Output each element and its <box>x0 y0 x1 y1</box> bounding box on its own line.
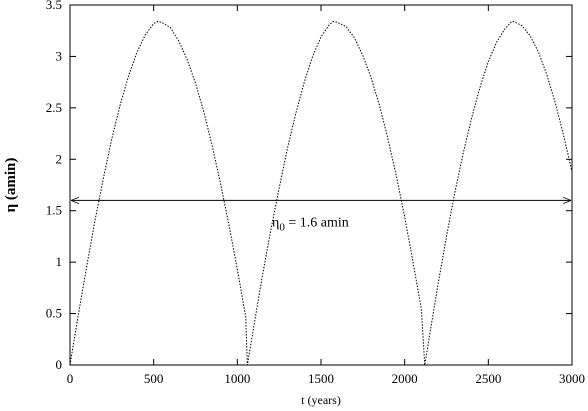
eta0-label-value: = 1.6 amin <box>285 215 349 230</box>
y-tick-label: 1.5 <box>46 203 62 218</box>
x-tick-label: 0 <box>67 371 74 386</box>
x-tick-label: 500 <box>144 371 164 386</box>
series-layer <box>69 20 573 366</box>
x-tick-label: 3000 <box>559 371 585 386</box>
y-tick-label: 3 <box>56 48 63 63</box>
series-line <box>69 20 573 366</box>
y-tick-label: 2 <box>56 151 63 166</box>
x-tick-label: 2000 <box>392 371 418 386</box>
x-tick-label: 1000 <box>224 371 250 386</box>
y-tick-label: 2.5 <box>46 100 62 115</box>
eta0-label: η0 = 1.6 amin <box>272 215 349 233</box>
eta0-label-subscript: 0 <box>279 221 285 233</box>
eta0-label-symbol: η <box>272 215 279 230</box>
y-tick-label: 0 <box>56 357 63 372</box>
x-tick-label: 1500 <box>308 371 334 386</box>
x-axis-ticks: 0 500 1000 1500 2000 2500 3000 <box>67 5 585 386</box>
plot-frame <box>69 4 573 366</box>
x-tick-label: 2500 <box>475 371 501 386</box>
y-axis-ticks: 0 0.5 1 1.5 2 2.5 3 3.5 <box>46 0 572 372</box>
y-axis-title: η (amin) <box>3 158 19 213</box>
y-tick-label: 3.5 <box>46 0 62 12</box>
y-tick-label: 0.5 <box>46 306 62 321</box>
annotation-layer: η0 = 1.6 amin <box>71 200 571 233</box>
x-axis-title: t (years) <box>301 393 341 407</box>
y-tick-label: 1 <box>56 254 63 269</box>
